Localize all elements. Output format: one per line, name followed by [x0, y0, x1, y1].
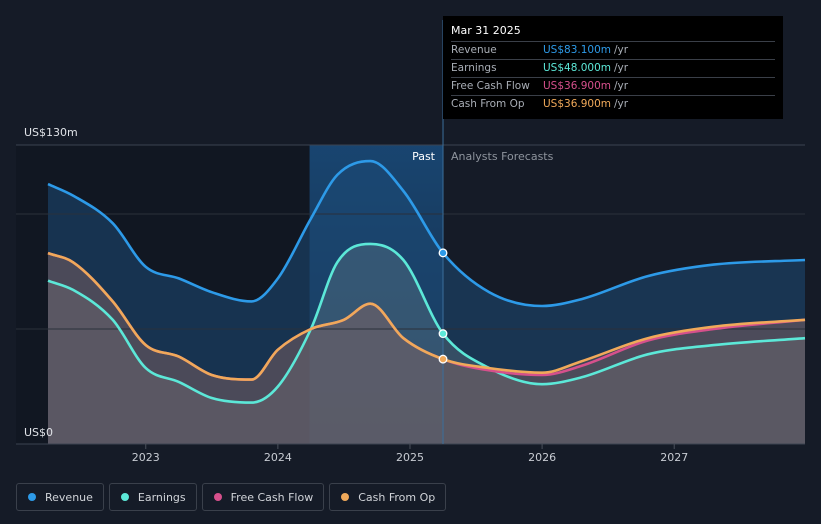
forecast-label: Analysts Forecasts — [451, 150, 554, 163]
tooltip-row: Cash From Op US$36.900m/yr — [451, 96, 775, 113]
tooltip-value: US$48.000m — [543, 62, 611, 74]
legend-label: Cash From Op — [358, 490, 436, 504]
tooltip-unit: /yr — [614, 62, 629, 74]
legend-dot-icon — [341, 493, 350, 501]
marker-cash-from-op — [438, 354, 448, 364]
tooltip-unit: /yr — [614, 80, 629, 92]
tooltip-value: US$36.900m — [543, 98, 611, 110]
area-cash-from-op — [48, 253, 805, 444]
line-cash-from-op — [47, 251, 806, 381]
x-tick-label: 2026 — [528, 451, 556, 464]
legend-dot-icon — [28, 493, 36, 501]
area-earnings — [48, 243, 805, 444]
tooltip-row: Revenue US$83.100m/yr — [451, 42, 775, 60]
past-label: Past — [412, 150, 436, 163]
tooltip-row: Free Cash Flow US$36.900m/yr — [451, 78, 775, 96]
legend-dot-icon — [120, 493, 129, 501]
x-tick-label: 2027 — [660, 451, 688, 464]
legend-label: Earnings — [137, 490, 186, 504]
x-tick-label: 2023 — [132, 451, 160, 464]
legend-item-cash-from-op[interactable]: Cash From Op — [329, 483, 447, 511]
marker-revenue — [438, 248, 448, 258]
tooltip-label: Earnings — [451, 62, 497, 74]
tooltip-label: Revenue — [451, 44, 497, 56]
tooltip-value: US$83.100m — [543, 44, 611, 56]
x-tick-label: 2024 — [264, 451, 292, 464]
y-axis-top-label: US$130m — [24, 126, 78, 139]
area-free-cash-flow — [48, 253, 805, 444]
tooltip-unit: /yr — [614, 44, 629, 56]
line-earnings — [47, 242, 806, 404]
tooltip-date: Mar 31 2025 — [451, 24, 775, 42]
legend-item-free-cash-flow[interactable]: Free Cash Flow — [201, 483, 325, 511]
y-axis-bottom-label: US$0 — [24, 426, 53, 439]
tooltip-label: Free Cash Flow — [451, 80, 530, 92]
marker-earnings — [438, 329, 448, 339]
line-revenue — [47, 159, 806, 308]
legend-item-earnings[interactable]: Earnings — [108, 483, 197, 511]
tooltip-row: Earnings US$48.000m/yr — [451, 60, 775, 78]
legend-dot-icon — [213, 493, 222, 501]
chart: US$130m US$0 Past Analysts Forecasts 2023 202… — [16, 20, 806, 464]
tooltip: Mar 31 2025 Revenue US$83.100m/yr Earnings… — [443, 16, 783, 119]
tooltip-label: Cash From Op — [451, 98, 525, 110]
legend-label: Revenue — [45, 490, 93, 504]
legend-item-revenue[interactable]: Revenue — [16, 483, 104, 511]
legend: Revenue Earnings Free Cash Flow Cash From O… — [16, 483, 447, 511]
legend-label: Free Cash Flow — [230, 490, 314, 504]
tooltip-value: US$36.900m — [543, 80, 611, 92]
x-tick-label: 2025 — [396, 451, 424, 464]
tooltip-unit: /yr — [614, 98, 629, 110]
